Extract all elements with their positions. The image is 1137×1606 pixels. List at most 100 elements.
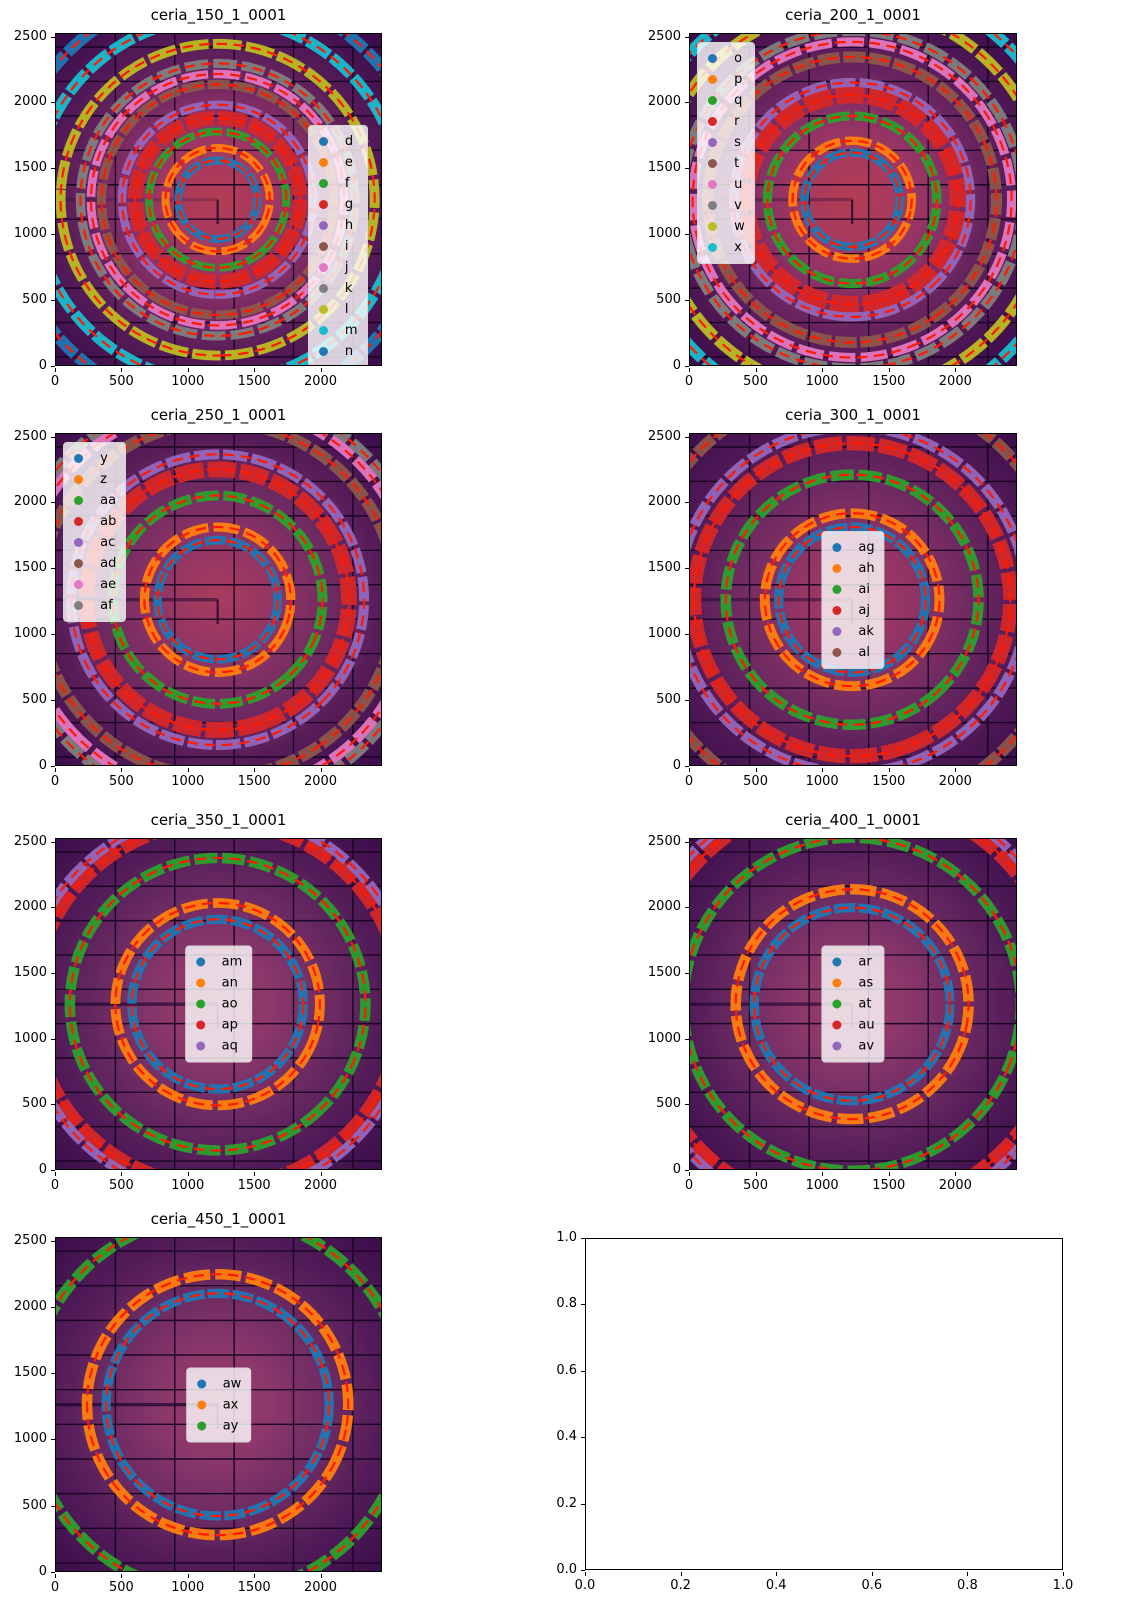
x-tick-label: 1500 (237, 774, 271, 789)
legend-marker-icon (708, 138, 718, 148)
legend-marker-icon (708, 201, 718, 211)
x-tick-label: 1000 (171, 374, 205, 389)
x-tick-mark (320, 368, 322, 372)
y-tick-mark (51, 1373, 55, 1375)
ring-i-dash (100, 83, 335, 317)
subplot-title: ceria_400_1_0001 (785, 811, 921, 829)
legend-entry: ad (71, 553, 116, 574)
y-tick-label: 500 (22, 692, 47, 708)
y-tick-mark (685, 36, 689, 38)
y-tick-label: 1500 (647, 964, 681, 980)
legend-entry: ae (71, 574, 116, 595)
legend-entry: ao (193, 994, 243, 1015)
legend-label: ai (858, 581, 870, 597)
x-tick-label: 1500 (872, 1178, 906, 1193)
legend-label: h (344, 218, 354, 234)
legend-label: aa (100, 493, 117, 509)
y-tick-mark (51, 1505, 55, 1507)
legend-label: w (734, 219, 745, 235)
legend-marker-icon (832, 999, 842, 1009)
y-tick-label: 0.2 (556, 1495, 577, 1511)
legend-entry: f (316, 173, 358, 194)
x-tick-mark (689, 368, 690, 372)
legend-entry: t (705, 153, 745, 174)
ring-ak-dash (690, 434, 1016, 765)
x-tick-mark (320, 1574, 322, 1578)
y-tick-label: 0.6 (556, 1362, 577, 1378)
y-tick-mark (685, 502, 689, 504)
x-tick-label: 1500 (237, 374, 271, 389)
legend-entry: ai (829, 579, 874, 600)
legend-entry: v (705, 195, 745, 216)
legend-label: e (344, 155, 353, 171)
subplot-8: 0.0 0.2 0.4 0.6 0.8 1.0 0.0 0.2 0.4 0.6 0.8 1.0 (556, 1230, 1073, 1593)
x-tick-mark (955, 368, 957, 372)
x-tick-mark (187, 368, 189, 372)
x-tick-label: 0 (50, 1178, 60, 1193)
ring-g-dash (134, 116, 302, 283)
subplot-title: ceria_450_1_0001 (150, 1210, 287, 1228)
legend-marker-icon (832, 626, 842, 636)
legend-label: al (858, 644, 870, 660)
legend-marker-icon (196, 1400, 206, 1409)
x-tick-label: 2000 (303, 774, 338, 789)
legend-entry: ar (829, 952, 874, 973)
x-tick-mark (755, 368, 757, 372)
legend-marker-icon (318, 200, 328, 210)
subplot-5: ceria_350_1_0001 am an ao ap aq 0 500 1000 1500… (14, 811, 382, 1193)
x-tick-label: 2000 (938, 374, 972, 389)
y-tick-label: 1500 (13, 160, 47, 176)
ring-ad-dash (56, 434, 381, 765)
y-tick-label: 500 (656, 292, 681, 308)
legend-entry: ag (829, 537, 875, 558)
legend-label: ax (222, 1397, 239, 1412)
plot-area: ar as at au av (689, 838, 1017, 1170)
legend-marker-icon (74, 601, 84, 611)
x-tick-mark (55, 768, 56, 772)
legend-label: l (344, 302, 349, 318)
legend-entry: u (705, 174, 745, 195)
y-tick-label: 2000 (647, 94, 681, 110)
y-tick-label: 2500 (13, 1232, 47, 1248)
ring-aj-dash (692, 442, 1012, 758)
legend-label: ap (221, 1017, 238, 1033)
subplot-title: ceria_300_1_0001 (785, 406, 921, 424)
x-tick-mark (1063, 1572, 1064, 1576)
ring-ai-dash (724, 473, 980, 726)
y-tick-mark (51, 907, 55, 909)
y-tick-mark (51, 436, 55, 438)
x-tick-label: 0 (50, 374, 60, 389)
x-tick-mark (254, 1574, 256, 1578)
y-tick-label: 0 (38, 358, 47, 373)
y-tick-mark (685, 841, 689, 843)
legend-entry: ac (71, 532, 116, 553)
legend-label: q (734, 93, 743, 109)
y-tick-label: 1000 (13, 1431, 47, 1447)
y-tick-mark (51, 1104, 55, 1106)
x-tick-mark (888, 1172, 890, 1176)
legend-label: ay (222, 1418, 239, 1433)
y-tick-mark (685, 766, 689, 767)
legend-label: o (734, 51, 743, 67)
legend-marker-icon (195, 999, 205, 1009)
y-tick-label: 1500 (647, 560, 681, 576)
y-tick-label: 1500 (13, 964, 47, 980)
x-tick-label: 0 (50, 774, 60, 789)
ring-l-dash (59, 42, 376, 357)
legend-marker-icon (74, 475, 84, 485)
y-tick-label: 1500 (13, 1365, 47, 1381)
legend-label: ad (100, 556, 117, 572)
legend-marker-icon (708, 54, 718, 64)
y-tick-label: 2500 (647, 28, 681, 44)
x-tick-mark (680, 1572, 682, 1576)
legend-entry: i (316, 236, 358, 257)
y-tick-label: 1000 (13, 226, 47, 242)
ring-p (788, 136, 917, 263)
x-tick-label: 500 (743, 1178, 768, 1193)
y-tick-mark (51, 1240, 55, 1242)
y-tick-label: 2500 (13, 28, 47, 44)
legend-marker-icon (318, 158, 328, 168)
x-tick-label: 500 (108, 774, 134, 789)
x-tick-label: 500 (743, 774, 768, 789)
